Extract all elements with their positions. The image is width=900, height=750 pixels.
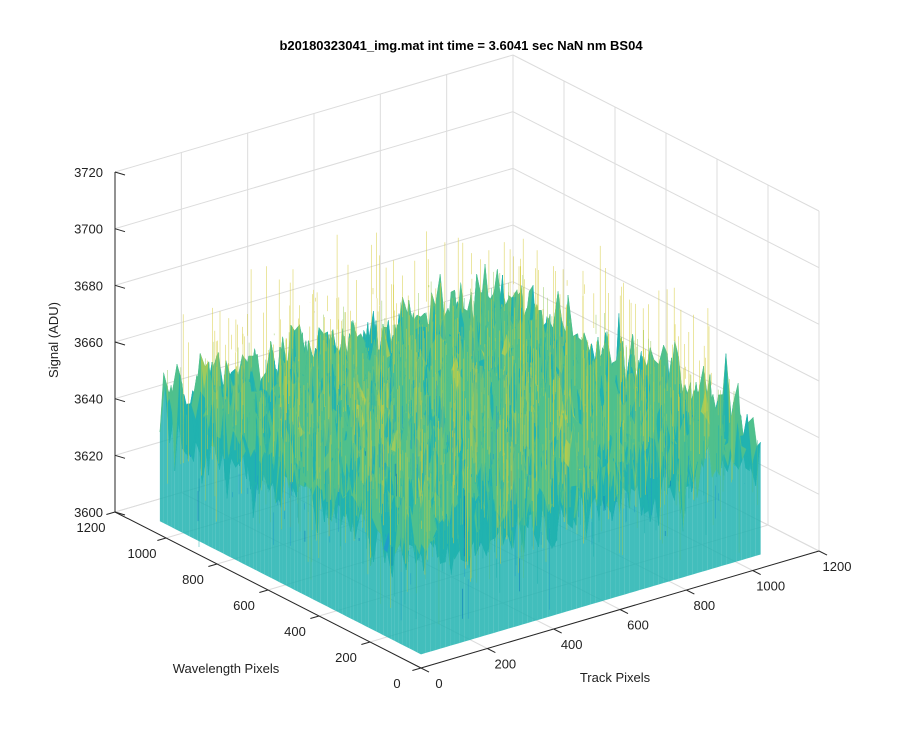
z-tick-mark (114, 171, 126, 176)
x-tick-mark (818, 550, 828, 556)
surface-side (644, 510, 650, 589)
gridline-sidewall-z (512, 224, 820, 382)
surface-side (383, 548, 388, 638)
x-tick-mark (686, 589, 695, 595)
surface-side (208, 435, 213, 548)
surface-side (174, 424, 179, 531)
surface-side (223, 452, 228, 556)
surface-side (629, 487, 635, 594)
surface-side (755, 442, 761, 556)
surface-side (230, 432, 235, 560)
surface-side (282, 445, 287, 586)
surface-side (215, 453, 220, 552)
chart-title: b20180323041_img.mat int time = 3.6041 s… (279, 38, 643, 53)
surface-side (353, 520, 358, 623)
surface-side (297, 478, 302, 594)
surface-side (440, 562, 446, 649)
surface-side (692, 461, 698, 575)
surface-side (357, 493, 362, 624)
surface-side (750, 469, 756, 558)
z-tick-mark (114, 341, 126, 346)
x-tick-mark (553, 628, 562, 634)
z-tick-mark (114, 454, 126, 459)
y-tick-mark (157, 537, 167, 542)
surface-side (301, 465, 306, 596)
surface-side (697, 457, 703, 574)
surface-side (294, 467, 298, 592)
gridline-sidewall-z (512, 167, 820, 325)
surface-side (682, 462, 688, 578)
x-tick-mark (487, 648, 496, 654)
y-tick-mark (259, 589, 269, 594)
surface-side (402, 554, 407, 647)
gridline-backwall-z (114, 224, 514, 343)
surface-side (182, 448, 186, 535)
gridline-backwall-z (114, 54, 514, 173)
surface-side (741, 446, 747, 561)
y-tick-mark (208, 563, 218, 568)
surface-side (185, 452, 190, 537)
z-tick-mark (114, 284, 126, 289)
x-tick-mark (420, 667, 430, 673)
surface-side (430, 536, 436, 652)
gridline-sidewall-z (512, 54, 820, 212)
axes (106, 171, 828, 673)
surface-side (542, 496, 548, 619)
surface-side (551, 540, 557, 616)
surface-side (327, 517, 332, 609)
surface-side (331, 502, 336, 611)
y-tick-mark (106, 511, 116, 516)
surface-side (219, 452, 224, 554)
y-tick-mark (412, 667, 422, 672)
z-tick-mark (114, 511, 126, 516)
gridline-sidewall-z (512, 111, 820, 269)
surface-side (513, 515, 519, 628)
surface-side (746, 448, 751, 559)
gridline-backwall-z (114, 111, 514, 230)
surface-side (159, 372, 164, 524)
surface-side (425, 541, 431, 653)
surface-side (189, 452, 194, 539)
z-tick-mark (114, 228, 126, 233)
surface-side (605, 491, 611, 601)
gridline-backwall-z (114, 167, 514, 286)
z-tick-mark (114, 398, 126, 403)
y-tick-mark (310, 615, 320, 620)
surface-side (163, 372, 168, 526)
surface-side (178, 424, 183, 533)
y-tick-mark (361, 641, 371, 646)
surface (159, 231, 761, 655)
x-tick-mark (752, 570, 761, 576)
surface-side (227, 457, 231, 558)
surface-side (585, 505, 591, 606)
x-tick-mark (619, 609, 629, 615)
